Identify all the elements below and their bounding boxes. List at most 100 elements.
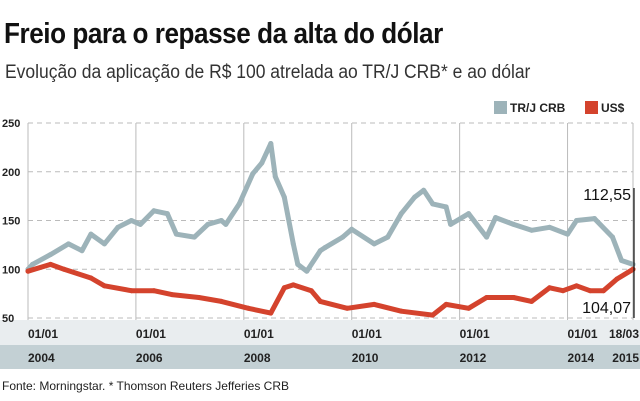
y-tick-label: 50 <box>2 313 14 325</box>
data-point <box>317 298 323 304</box>
data-point <box>547 285 553 291</box>
legend-swatch <box>585 101 598 114</box>
data-point <box>385 234 391 240</box>
legend-swatch <box>494 101 507 114</box>
y-tick-label: 200 <box>2 167 20 179</box>
data-point <box>169 292 175 298</box>
data-point <box>236 201 242 207</box>
line-chart: 250 200 150 100 50 01/01 2004 01/01 2006 01/01 200… <box>0 101 640 369</box>
data-point <box>304 268 310 274</box>
data-point <box>61 266 67 272</box>
data-point <box>618 257 624 263</box>
data-point <box>484 295 490 301</box>
data-point <box>443 301 449 307</box>
data-point <box>601 288 607 294</box>
data-point <box>322 245 328 251</box>
x-tick-year-label: 2014 <box>568 351 595 365</box>
data-point <box>272 174 278 180</box>
x-tick-year-label: 2012 <box>460 351 487 365</box>
data-point <box>25 268 31 274</box>
x-tick-day-label: 01/01 <box>244 327 274 341</box>
data-point <box>587 288 593 294</box>
data-point <box>592 216 598 222</box>
data-point <box>173 231 179 237</box>
data-point <box>398 308 404 314</box>
x-tick-day-label: 01/01 <box>568 327 598 341</box>
data-point <box>466 305 472 311</box>
data-point <box>529 298 535 304</box>
chart-subtitle: Evolução da aplicação de R$ 100 atrelada… <box>5 62 531 83</box>
data-point <box>295 261 301 267</box>
data-point <box>65 241 71 247</box>
data-point <box>128 288 134 294</box>
annotation-label-usd: 104,07 <box>582 300 631 317</box>
data-point <box>308 288 314 294</box>
data-point <box>29 261 35 267</box>
annotation-label-crb: 112,55 <box>583 187 631 204</box>
data-point <box>511 221 517 227</box>
data-point <box>630 261 636 267</box>
data-point <box>344 305 350 311</box>
data-point <box>47 252 53 258</box>
data-point <box>430 201 436 207</box>
data-point <box>443 204 449 210</box>
y-tick-label: 100 <box>2 264 20 276</box>
data-point <box>223 221 229 227</box>
data-point <box>412 194 418 200</box>
data-point <box>398 211 404 217</box>
x-tick-year-label: 2015 <box>612 351 639 365</box>
x-axis-day-band <box>0 320 640 345</box>
data-point <box>371 241 377 247</box>
data-point <box>88 275 94 281</box>
y-tick-label: 250 <box>2 118 20 130</box>
data-point <box>349 226 355 232</box>
x-tick-day-label: 18/03 <box>609 327 639 341</box>
data-point <box>511 295 517 301</box>
data-point <box>268 310 274 316</box>
legend-label: TR/J CRB <box>510 101 566 115</box>
data-point <box>218 218 224 223</box>
data-point <box>371 301 377 307</box>
data-point <box>290 241 296 247</box>
data-point <box>88 231 94 237</box>
data-point <box>484 234 490 240</box>
x-tick-day-label: 01/01 <box>136 327 166 341</box>
series-line <box>25 261 636 318</box>
data-point <box>47 261 53 267</box>
data-point <box>421 187 427 193</box>
data-point <box>196 295 202 301</box>
data-point <box>259 160 265 166</box>
data-point <box>448 221 454 227</box>
x-tick-day-label: 01/01 <box>352 327 382 341</box>
series-line <box>25 141 636 274</box>
data-point <box>430 312 436 318</box>
data-point <box>101 283 107 289</box>
series-usd <box>25 261 636 318</box>
x-tick-year-label: 2004 <box>28 351 55 365</box>
data-point <box>529 227 535 233</box>
data-point <box>630 266 636 272</box>
data-point <box>614 276 620 282</box>
data-point <box>137 221 143 227</box>
data-point <box>281 194 287 200</box>
x-tick-day-label: 01/01 <box>28 327 58 341</box>
data-point <box>281 285 287 291</box>
data-point <box>340 234 346 240</box>
y-tick-label: 150 <box>2 216 20 228</box>
data-point <box>151 208 157 214</box>
source-note: Fonte: Morningstar. * Thomson Reuters Je… <box>2 379 290 393</box>
data-point <box>250 171 256 177</box>
data-point <box>151 288 157 294</box>
data-point <box>574 283 580 289</box>
data-point <box>574 218 580 223</box>
data-point <box>164 211 170 217</box>
data-point <box>317 248 323 254</box>
data-point <box>268 140 274 146</box>
x-tick-year-label: 2008 <box>244 351 271 365</box>
chart-title: Freio para o repasse da alta do dólar <box>4 18 443 50</box>
data-point <box>547 224 553 230</box>
data-point <box>79 248 85 254</box>
data-point <box>565 231 571 237</box>
data-point <box>245 305 251 311</box>
